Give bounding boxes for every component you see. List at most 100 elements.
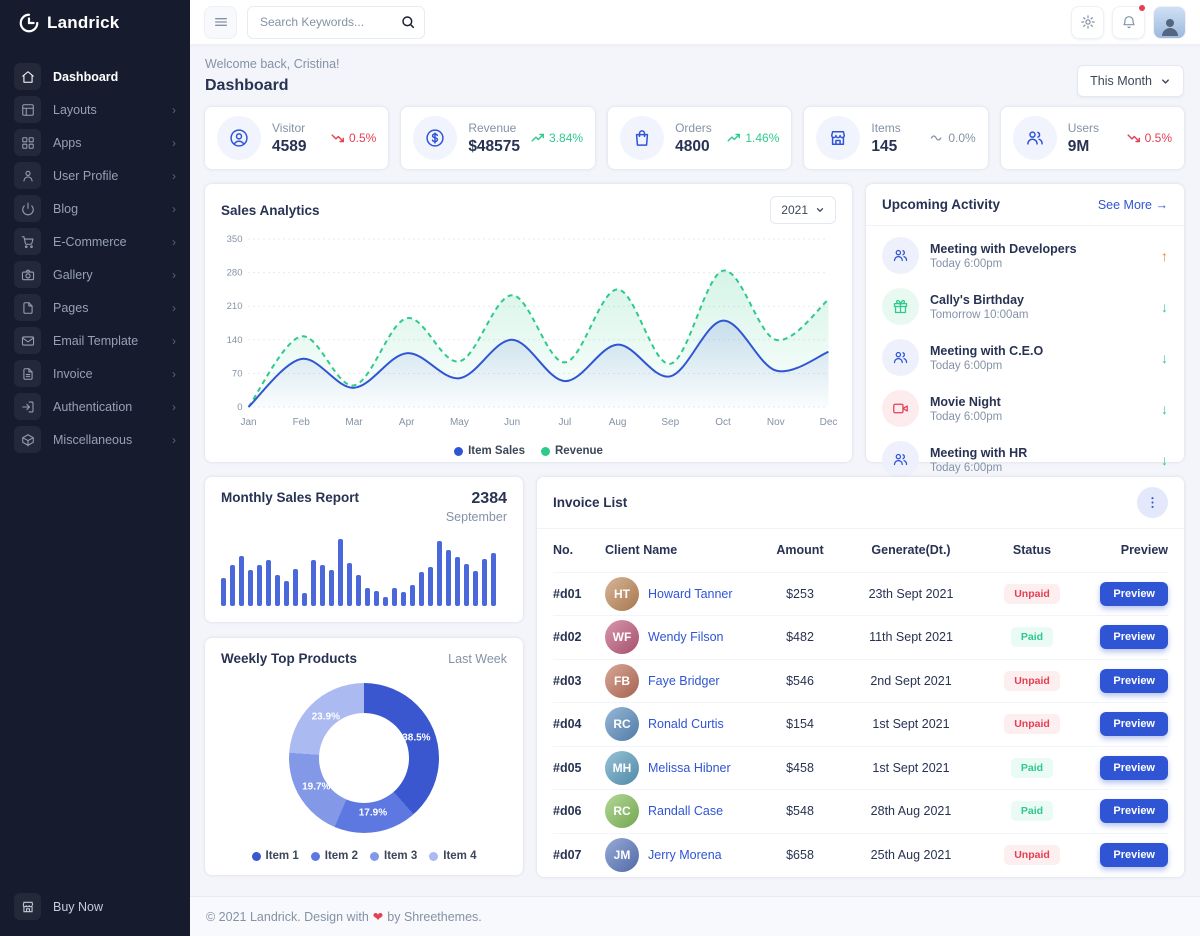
bar [347, 563, 352, 606]
footer-copyright: © 2021 Landrick. Design with [206, 909, 369, 924]
table-row: #d02 WF Wendy Filson $482 11th Sept 2021… [553, 616, 1168, 660]
chevron-right-icon: › [172, 168, 176, 183]
hamburger-icon [214, 17, 227, 26]
bar [239, 555, 244, 606]
activity-item[interactable]: Movie Night Today 6:00pm ↓ [866, 383, 1184, 434]
stat-card-users: Users 9M 0.5% [1000, 107, 1185, 169]
period-dropdown[interactable]: This Month [1077, 65, 1184, 97]
sales-chart-legend: Item Sales Revenue [205, 445, 852, 457]
sidebar-item-email-template[interactable]: Email Template › [0, 324, 190, 357]
settings-button[interactable] [1071, 5, 1104, 39]
sidebar-item-dashboard[interactable]: Dashboard [0, 60, 190, 93]
activity-item-title: Meeting with C.E.O [930, 343, 1044, 358]
client-name-link[interactable]: Wendy Filson [648, 630, 724, 645]
user-avatar[interactable] [1153, 5, 1186, 39]
preview-button[interactable]: Preview [1100, 712, 1168, 737]
activity-item[interactable]: Cally's Birthday Tomorrow 10:00am ↓ [866, 281, 1184, 332]
bell-icon [1122, 16, 1135, 29]
year-dropdown[interactable]: 2021 [770, 196, 836, 224]
client-name-link[interactable]: Faye Bridger [648, 673, 720, 688]
items-icon [816, 116, 861, 160]
preview-button[interactable]: Preview [1100, 755, 1168, 780]
stat-label: Items [871, 120, 901, 135]
legend-dot [429, 851, 439, 861]
trend-flat-icon [930, 131, 944, 145]
sales-analytics-title: Sales Analytics [221, 202, 320, 218]
weekly-period-label: Last Week [448, 651, 507, 666]
stat-card-orders: Orders 4800 1.46% [608, 107, 792, 169]
stat-card-items: Items 145 0.0% [804, 107, 988, 169]
client-name-link[interactable]: Randall Case [648, 804, 724, 819]
see-more-link[interactable]: See More → [1097, 197, 1168, 212]
status-badge: Paid [1010, 801, 1054, 822]
footer-credit: by Shreethemes. [387, 909, 482, 924]
sidebar-item-label: Gallery [53, 267, 93, 282]
notifications-button[interactable] [1112, 3, 1146, 39]
preview-button[interactable]: Preview [1100, 843, 1168, 868]
video-icon [882, 390, 919, 427]
preview-button[interactable]: Preview [1100, 668, 1168, 693]
sidebar-item-gallery[interactable]: Gallery › [0, 258, 190, 291]
brand[interactable]: Landrick [0, 0, 190, 46]
invoice-amount: $253 [786, 586, 814, 601]
sidebar-item-authentication[interactable]: Authentication › [0, 390, 190, 423]
bar [383, 597, 388, 606]
sidebar-item-miscellaneous[interactable]: Miscellaneous › [0, 423, 190, 456]
sidebar-item-e-commerce[interactable]: E-Commerce › [0, 225, 190, 258]
sidebar-item-blog[interactable]: Blog › [0, 192, 190, 225]
activity-item[interactable]: Meeting with HR Today 6:00pm ↓ [866, 434, 1184, 485]
search-input[interactable] [247, 5, 425, 39]
search-icon[interactable] [400, 14, 416, 30]
stat-change: 0.5% [331, 131, 376, 145]
client-name-link[interactable]: Jerry Morena [648, 848, 722, 863]
sidebar: Landrick Dashboard Layouts › Apps › User… [0, 0, 190, 936]
client-name-link[interactable]: Ronald Curtis [648, 717, 724, 732]
menu-toggle-button[interactable] [204, 5, 237, 39]
preview-button[interactable]: Preview [1100, 799, 1168, 824]
file-text-icon [14, 360, 41, 387]
monthly-bar-chart [221, 538, 507, 606]
stat-change: 1.46% [727, 131, 779, 145]
stat-label: Orders [675, 120, 712, 135]
invoice-menu-button[interactable] [1137, 487, 1168, 518]
sidebar-item-invoice[interactable]: Invoice › [0, 357, 190, 390]
sidebar-item-apps[interactable]: Apps › [0, 126, 190, 159]
donut-legend: Item 1 Item 2 Item 3 Item 4 [221, 850, 507, 862]
stat-value: $48575 [468, 137, 521, 155]
invoice-amount: $548 [786, 804, 814, 819]
bar [491, 553, 496, 606]
weekly-products-card: Weekly Top Products Last Week 38.5% 17.9%… [205, 638, 523, 875]
client-name-link[interactable]: Howard Tanner [648, 586, 733, 601]
activity-item[interactable]: Meeting with Developers Today 6:00pm ↑ [866, 230, 1184, 281]
bar [320, 565, 325, 606]
gift-icon [882, 288, 919, 325]
sidebar-item-layouts[interactable]: Layouts › [0, 93, 190, 126]
status-badge: Unpaid [1004, 845, 1060, 866]
activity-item[interactable]: Meeting with C.E.O Today 6:00pm ↓ [866, 332, 1184, 383]
legend-dot [454, 446, 464, 456]
invoice-number: #d04 [553, 717, 582, 732]
orders-icon [620, 116, 665, 160]
client-name-link[interactable]: Melissa Hibner [648, 760, 731, 775]
svg-text:210: 210 [227, 301, 243, 312]
client-avatar: MH [605, 750, 639, 785]
chevron-down-icon [1162, 78, 1169, 84]
sidebar-item-pages[interactable]: Pages › [0, 291, 190, 324]
bar [446, 549, 451, 606]
status-badge: Unpaid [1004, 583, 1060, 604]
chevron-right-icon: › [172, 366, 176, 381]
donut-slice-label: 38.5% [402, 732, 431, 744]
invoice-amount: $658 [786, 848, 814, 863]
svg-text:Jun: Jun [504, 417, 520, 428]
buy-now-button[interactable]: Buy Now [0, 893, 190, 936]
svg-text:Jul: Jul [559, 417, 572, 428]
status-badge: Unpaid [1004, 714, 1060, 735]
stats-row: Visitor 4589 0.5% Revenue $48575 3.84% O… [205, 107, 1185, 169]
preview-button[interactable]: Preview [1100, 625, 1168, 650]
sidebar-item-user-profile[interactable]: User Profile › [0, 159, 190, 192]
preview-button[interactable]: Preview [1100, 581, 1168, 606]
arrow-down-icon: ↓ [1161, 400, 1168, 417]
stat-change: 0.5% [1127, 131, 1172, 145]
client-avatar: RC [605, 794, 639, 829]
bar [428, 566, 433, 606]
